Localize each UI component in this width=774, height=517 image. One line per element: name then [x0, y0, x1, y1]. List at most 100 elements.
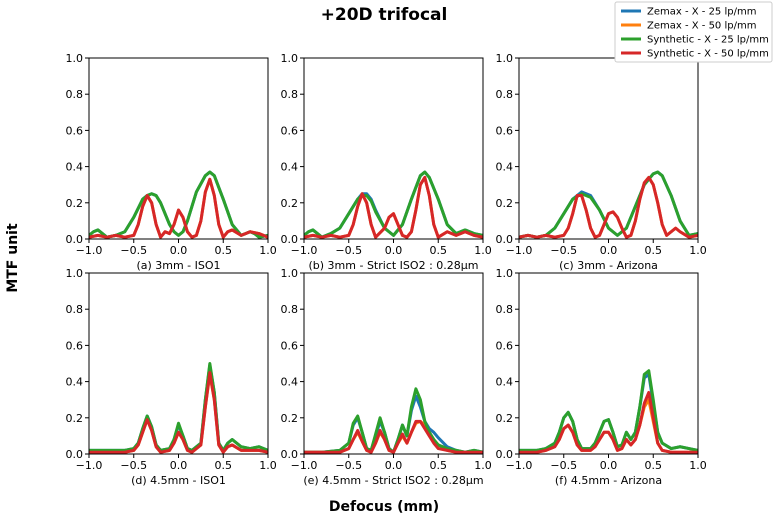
x-tick-label: 0.0 — [170, 244, 188, 257]
legend-label: Zemax - X - 50 lp/mm — [647, 21, 756, 32]
series-group — [304, 387, 483, 454]
x-tick-label: 1.0 — [259, 244, 277, 257]
series-group — [519, 369, 698, 454]
chart-title: +20D trifocal — [321, 5, 448, 25]
x-axis-label: Defocus (mm) — [329, 499, 439, 515]
x-tick-label: 0.0 — [600, 459, 618, 472]
y-axis-label: MTF unit — [5, 223, 21, 293]
x-tick-label: 0.5 — [430, 459, 448, 472]
y-tick-label: 0.6 — [281, 124, 299, 137]
series-group — [304, 170, 483, 239]
series-line-synthetic-x-25-lp-mm — [519, 170, 698, 239]
y-tick-label: 0.0 — [281, 233, 299, 246]
y-tick-label: 1.0 — [496, 52, 514, 65]
y-tick-label: 0.4 — [281, 376, 299, 389]
x-tick-label: 0.5 — [645, 244, 663, 257]
series-group — [89, 170, 268, 239]
subplot-c: −1.0 −0.5 0.0 0.5 1.0 0.0 0.2 0.4 0.6 0.8 1.0 (c) 3… — [496, 52, 707, 272]
x-tick-label: 1.0 — [474, 459, 492, 472]
x-tick-label: 0.5 — [215, 459, 233, 472]
x-tick-label: 0.0 — [170, 459, 188, 472]
series-line-synthetic-x-25-lp-mm — [519, 369, 698, 452]
series-line-synthetic-x-25-lp-mm — [304, 387, 483, 454]
y-tick-label: 0.8 — [66, 303, 84, 316]
y-tick-label: 0.4 — [66, 161, 84, 174]
y-tick-label: 0.4 — [281, 161, 299, 174]
plot-area — [519, 58, 698, 239]
y-tick-label: 0.0 — [281, 448, 299, 461]
subplot-caption: (e) 4.5mm - Strict ISO2 : 0.28μm — [303, 474, 483, 487]
series-group — [89, 362, 268, 454]
y-tick-label: 0.0 — [496, 448, 514, 461]
y-tick-label: 0.2 — [496, 197, 514, 210]
y-tick-label: 0.6 — [496, 339, 514, 352]
subplot-caption: (b) 3mm - Strict ISO2 : 0.28μm — [309, 259, 479, 272]
y-tick-label: 0.0 — [66, 233, 84, 246]
y-tick-label: 0.8 — [66, 88, 84, 101]
series-line-synthetic-x-50-lp-mm — [304, 175, 483, 239]
x-tick-label: 0.0 — [600, 244, 618, 257]
subplot-f: −1.0 −0.5 0.0 0.5 1.0 0.0 0.2 0.4 0.6 0.8 1.0 (f) 4… — [496, 267, 707, 487]
x-tick-label: 1.0 — [689, 459, 707, 472]
y-tick-label: 0.6 — [66, 339, 84, 352]
subplot-caption: (d) 4.5mm - ISO1 — [131, 474, 226, 487]
series-line-synthetic-x-50-lp-mm — [89, 371, 268, 454]
x-tick-label: 0.5 — [215, 244, 233, 257]
legend-box — [614, 1, 773, 63]
x-tick-label: 0.5 — [430, 244, 448, 257]
y-tick-label: 0.2 — [66, 197, 84, 210]
x-tick-label: 1.0 — [689, 244, 707, 257]
subplot-grid: −1.0 −0.5 0.0 0.5 1.0 0.0 0.2 0.4 0.6 0.8 1.0 (a) 3… — [66, 52, 707, 487]
x-tick-label: −0.5 — [550, 459, 577, 472]
x-tick-label: −1.0 — [76, 459, 103, 472]
y-tick-label: 0.2 — [281, 412, 299, 425]
y-tick-label: 0.6 — [281, 339, 299, 352]
subplot-caption: (f) 4.5mm - Arizona — [555, 474, 662, 487]
y-tick-label: 1.0 — [66, 267, 84, 280]
subplot-caption: (c) 3mm - Arizona — [559, 259, 658, 272]
y-tick-label: 0.4 — [496, 161, 514, 174]
x-tick-label: −0.5 — [335, 244, 362, 257]
subplot-caption: (a) 3mm - ISO1 — [136, 259, 220, 272]
x-tick-label: 0.0 — [385, 244, 403, 257]
y-tick-label: 0.8 — [496, 88, 514, 101]
plot-area — [519, 273, 698, 454]
legend-label: Synthetic - X - 50 lp/mm — [647, 49, 769, 60]
y-tick-label: 1.0 — [496, 267, 514, 280]
y-tick-label: 1.0 — [281, 267, 299, 280]
series-line-synthetic-x-50-lp-mm — [89, 177, 268, 239]
y-tick-label: 0.8 — [281, 88, 299, 101]
y-tick-label: 0.4 — [66, 376, 84, 389]
y-tick-label: 0.6 — [66, 124, 84, 137]
x-tick-label: 0.0 — [385, 459, 403, 472]
y-tick-label: 0.0 — [496, 233, 514, 246]
subplot-b: −1.0 −0.5 0.0 0.5 1.0 0.0 0.2 0.4 0.6 0.8 1.0 (b) 3… — [281, 52, 492, 272]
x-tick-label: −0.5 — [120, 459, 147, 472]
x-tick-label: −1.0 — [506, 244, 533, 257]
series-line-synthetic-x-50-lp-mm — [519, 390, 698, 454]
series-group — [519, 170, 698, 239]
y-tick-label: 1.0 — [66, 52, 84, 65]
y-tick-label: 0.8 — [496, 303, 514, 316]
plot-area — [304, 58, 483, 239]
y-tick-label: 0.2 — [66, 412, 84, 425]
series-line-synthetic-x-50-lp-mm — [304, 419, 483, 454]
y-tick-label: 0.2 — [281, 197, 299, 210]
legend-label: Synthetic - X - 25 lp/mm — [647, 35, 769, 46]
legend: Zemax - X - 25 lp/mm Zemax - X - 50 lp/mm… — [614, 1, 773, 63]
subplot-d: −1.0 −0.5 0.0 0.5 1.0 0.0 0.2 0.4 0.6 0.8 1.0 (d) 4… — [66, 267, 277, 487]
subplot-e: −1.0 −0.5 0.0 0.5 1.0 0.0 0.2 0.4 0.6 0.8 1.0 (e) 4… — [281, 267, 492, 487]
series-line-synthetic-x-50-lp-mm — [519, 175, 698, 239]
x-tick-label: −1.0 — [506, 459, 533, 472]
x-tick-label: −1.0 — [76, 244, 103, 257]
subplot-a: −1.0 −0.5 0.0 0.5 1.0 0.0 0.2 0.4 0.6 0.8 1.0 (a) 3… — [66, 52, 277, 272]
y-tick-label: 0.0 — [66, 448, 84, 461]
x-tick-label: −0.5 — [120, 244, 147, 257]
x-tick-label: 0.5 — [645, 459, 663, 472]
y-tick-label: 0.6 — [496, 124, 514, 137]
y-tick-label: 0.4 — [496, 376, 514, 389]
x-tick-label: 1.0 — [474, 244, 492, 257]
x-tick-label: −1.0 — [291, 459, 318, 472]
x-tick-label: −0.5 — [550, 244, 577, 257]
